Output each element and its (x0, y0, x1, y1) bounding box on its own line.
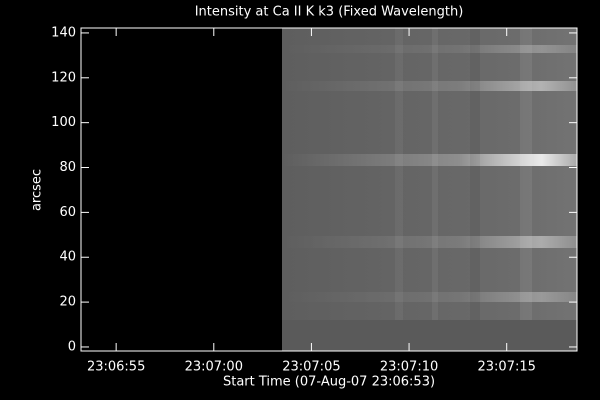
plot-frame (80, 27, 578, 352)
image-region (282, 28, 577, 320)
bright-band (282, 45, 577, 53)
y-tick-label: 120 (51, 70, 76, 85)
x-tick-label: 23:07:10 (380, 360, 438, 375)
chart-title: Intensity at Ca II K k3 (Fixed Wavelengt… (195, 5, 464, 20)
x-tick-label: 23:06:55 (87, 360, 145, 375)
x-tick-label: 23:07:05 (282, 360, 340, 375)
y-tick-label: 100 (51, 115, 76, 130)
bright-band (282, 236, 577, 248)
x-tick-label: 23:07:15 (478, 360, 536, 375)
y-tick-label: 20 (59, 295, 76, 310)
y-tick-label: 40 (59, 250, 76, 265)
streak (432, 28, 438, 320)
y-tick-label: 60 (59, 205, 76, 220)
image-region (282, 320, 577, 351)
x-tick-label: 23:07:00 (185, 360, 243, 375)
y-axis-label: arcsec (30, 169, 45, 211)
intensity-image (282, 28, 577, 351)
y-tick-label: 140 (51, 25, 76, 40)
bright-band (282, 81, 577, 91)
y-tick-label: 80 (59, 160, 76, 175)
streak (470, 28, 480, 320)
y-tick-label: 0 (68, 339, 76, 354)
streak (395, 28, 403, 320)
streak (520, 28, 532, 320)
bright-band (282, 154, 577, 166)
bright-band (282, 292, 577, 302)
x-axis-label: Start Time (07-Aug-07 23:06:53) (223, 375, 435, 390)
